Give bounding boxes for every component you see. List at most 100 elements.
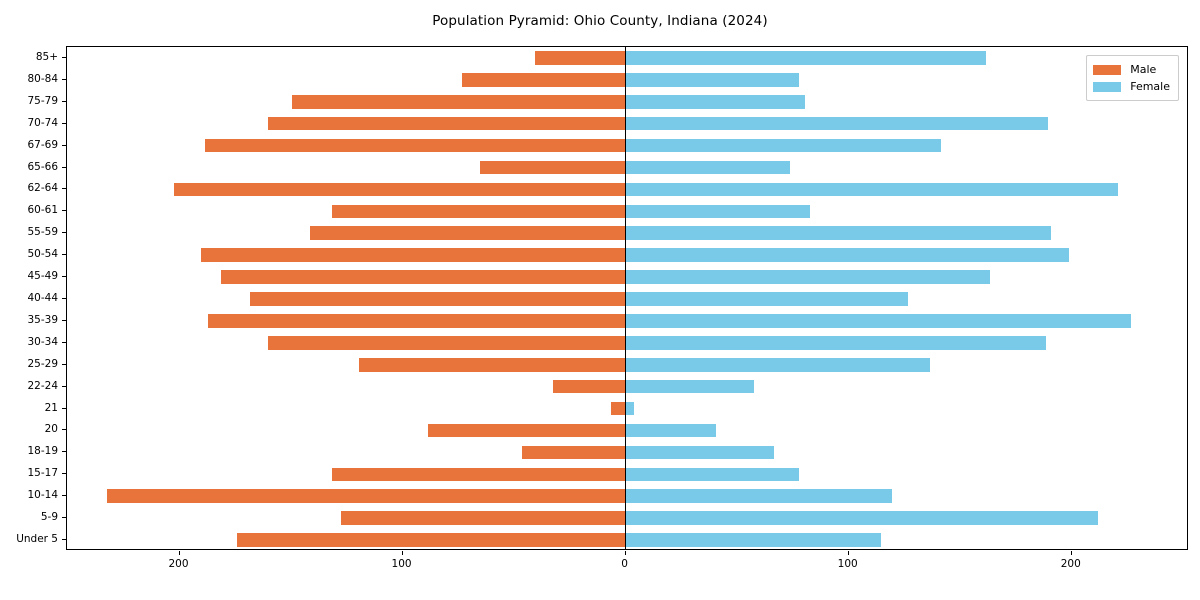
bar-female bbox=[624, 379, 755, 394]
bar-female bbox=[624, 423, 717, 438]
y-axis-tick-mark bbox=[62, 210, 66, 212]
y-axis-tick-mark bbox=[62, 232, 66, 234]
y-axis-tick-mark bbox=[62, 451, 66, 453]
bar-row bbox=[67, 489, 1187, 503]
bar-male bbox=[200, 248, 625, 262]
y-axis-tick-label: 62-64 bbox=[27, 182, 58, 195]
bar-female bbox=[624, 204, 810, 219]
bar-row bbox=[67, 248, 1187, 262]
y-axis-tick-mark bbox=[62, 166, 66, 168]
y-axis-tick-label: 65-66 bbox=[27, 160, 58, 173]
y-axis-tick-mark bbox=[62, 539, 66, 541]
bar-female bbox=[624, 292, 908, 306]
bar-row bbox=[67, 511, 1187, 525]
x-axis-tick-mark bbox=[401, 551, 403, 555]
bar-male bbox=[332, 467, 625, 482]
chart-legend[interactable]: Male Female bbox=[1086, 55, 1179, 101]
bar-male bbox=[292, 94, 625, 109]
y-axis-tick-mark bbox=[62, 407, 66, 409]
y-axis-tick-label: 21 bbox=[44, 401, 58, 414]
bar-row bbox=[67, 116, 1187, 131]
y-axis-tick-label: 80-84 bbox=[27, 72, 58, 85]
y-axis-tick-mark bbox=[62, 473, 66, 475]
bar-row bbox=[67, 467, 1187, 482]
x-axis-tick-label: 200 bbox=[1060, 558, 1081, 570]
bar-male bbox=[249, 292, 625, 306]
y-axis-tick-mark bbox=[62, 319, 66, 321]
bar-male bbox=[359, 357, 625, 372]
bars-layer bbox=[67, 47, 1187, 549]
bar-row bbox=[67, 270, 1187, 284]
x-axis-tick-mark bbox=[624, 551, 626, 555]
bar-female bbox=[624, 489, 893, 503]
y-axis-tick-label: 60-61 bbox=[27, 204, 58, 217]
bar-row bbox=[67, 94, 1187, 109]
y-axis-tick-mark bbox=[62, 122, 66, 124]
legend-item-male[interactable]: Male bbox=[1093, 61, 1170, 78]
legend-label: Male bbox=[1130, 63, 1157, 76]
y-axis-tick-label: 67-69 bbox=[27, 138, 58, 151]
legend-label: Female bbox=[1130, 80, 1170, 93]
bar-row bbox=[67, 357, 1187, 372]
y-axis-tick-mark bbox=[62, 517, 66, 519]
bar-row bbox=[67, 336, 1187, 350]
bar-female bbox=[624, 533, 882, 547]
y-axis-tick-mark bbox=[62, 100, 66, 102]
y-axis-tick-mark bbox=[62, 495, 66, 497]
y-axis-tick-mark bbox=[62, 78, 66, 80]
y-axis-tick-label: 10-14 bbox=[27, 489, 58, 502]
y-axis-tick-mark bbox=[62, 254, 66, 256]
x-axis-tick-label: 0 bbox=[621, 558, 628, 570]
y-axis-labels: 85+ 80-84 75-79 70-74 67-69 65-66 62-64 60-61 55… bbox=[0, 46, 1200, 550]
bar-row bbox=[67, 226, 1187, 241]
bar-female bbox=[624, 51, 986, 65]
bar-male bbox=[553, 379, 625, 394]
bar-row bbox=[67, 423, 1187, 438]
bar-female bbox=[624, 357, 931, 372]
bar-female bbox=[624, 73, 799, 87]
bar-male bbox=[479, 160, 625, 175]
x-axis-tick-mark bbox=[178, 551, 180, 555]
bar-male bbox=[236, 533, 625, 547]
bar-male bbox=[522, 445, 625, 460]
y-axis-tick-label: 15-17 bbox=[27, 467, 58, 480]
bar-row bbox=[67, 51, 1187, 65]
bar-female bbox=[624, 248, 1069, 262]
bar-male bbox=[332, 204, 625, 219]
y-axis-tick-label: 75-79 bbox=[27, 94, 58, 107]
bar-male bbox=[267, 336, 625, 350]
chart-title: Population Pyramid: Ohio County, Indiana… bbox=[432, 13, 768, 29]
y-axis-tick-label: 30-34 bbox=[27, 335, 58, 348]
bar-male bbox=[611, 401, 625, 416]
bar-row bbox=[67, 204, 1187, 219]
bar-male bbox=[220, 270, 625, 284]
y-axis-tick-mark bbox=[62, 341, 66, 343]
y-axis-tick-mark bbox=[62, 363, 66, 365]
bar-male bbox=[341, 511, 625, 525]
bar-female bbox=[624, 226, 1051, 241]
bar-male bbox=[107, 489, 625, 503]
zero-axis-line bbox=[624, 47, 626, 549]
bar-row bbox=[67, 379, 1187, 394]
y-axis-tick-mark bbox=[62, 56, 66, 58]
x-axis-tick-label: 100 bbox=[837, 558, 858, 570]
bar-female bbox=[624, 182, 1118, 197]
y-axis-tick-mark bbox=[62, 276, 66, 278]
legend-item-female[interactable]: Female bbox=[1093, 78, 1170, 95]
bar-male bbox=[428, 423, 625, 438]
x-axis-tick-label: 100 bbox=[391, 558, 412, 570]
y-axis-tick-label: 20 bbox=[44, 423, 58, 436]
bar-female bbox=[624, 401, 634, 416]
y-axis-tick-label: 35-39 bbox=[27, 313, 58, 326]
bar-male bbox=[535, 51, 625, 65]
bar-female bbox=[624, 116, 1049, 131]
bar-female bbox=[624, 336, 1047, 350]
y-axis-tick-label: 18-19 bbox=[27, 445, 58, 458]
bar-female bbox=[624, 270, 991, 284]
bar-row bbox=[67, 533, 1187, 547]
legend-swatch-icon bbox=[1093, 64, 1122, 75]
y-axis-tick-mark bbox=[62, 144, 66, 146]
bar-row bbox=[67, 138, 1187, 153]
bar-row bbox=[67, 314, 1187, 328]
